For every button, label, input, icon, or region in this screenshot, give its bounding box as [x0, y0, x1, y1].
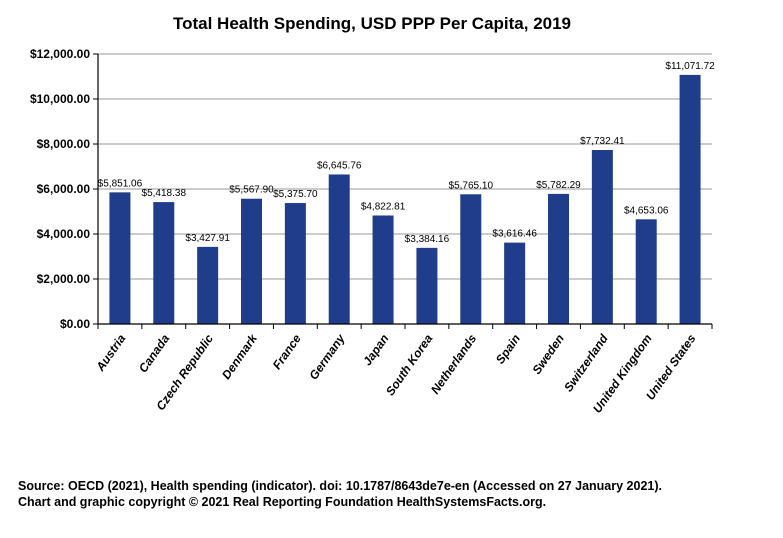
- y-axis-tick-labels: $0.00 $2,000.00 $4,000.00 $6,000.00 $8,000.0…: [30, 47, 90, 331]
- data-label: $3,384.16: [405, 234, 450, 245]
- x-tick-label: Spain: [493, 332, 523, 367]
- data-label: $7,732.41: [580, 136, 625, 147]
- source-note: Source: OECD (2021), Health spending (in…: [18, 478, 708, 510]
- y-tick-label: $12,000.00: [30, 47, 90, 61]
- x-tick-label: Switzerland: [561, 331, 611, 394]
- bar: [591, 150, 613, 324]
- x-tick-label: France: [270, 331, 304, 372]
- x-tick-label: Austria: [93, 331, 129, 374]
- y-tick-label: $10,000.00: [30, 92, 90, 106]
- bar: [635, 219, 657, 324]
- y-tick-label: $0.00: [60, 317, 90, 331]
- data-label: $4,822.81: [361, 201, 406, 212]
- bar: [679, 74, 701, 325]
- source-line: Source: OECD (2021), Health spending (in…: [18, 479, 662, 493]
- bar: [548, 193, 569, 324]
- data-label: $4,653.06: [624, 205, 669, 216]
- bar: [109, 192, 131, 324]
- x-tick-label: Canada: [136, 331, 173, 375]
- data-label: $5,851.06: [98, 178, 143, 189]
- y-tick-label: $4,000.00: [37, 227, 91, 241]
- bar: [284, 203, 306, 324]
- x-tick-label: Netherlands: [428, 331, 479, 396]
- chart-title: Total Health Spending, USD PPP Per Capit…: [173, 14, 571, 33]
- data-label: $6,645.76: [317, 160, 362, 171]
- chart: Total Health Spending, USD PPP Per Capit…: [30, 14, 715, 416]
- data-label: $3,616.46: [492, 229, 537, 240]
- data-label: $11,071.72: [665, 61, 715, 72]
- bar: [416, 247, 438, 324]
- y-tick-label: $2,000.00: [37, 272, 91, 286]
- data-label: $3,427.91: [185, 233, 230, 244]
- copyright-line: Chart and graphic copyright © 2021 Real …: [18, 495, 547, 509]
- bars: [109, 74, 701, 325]
- data-labels: $5,851.06$5,418.38 $3,427.91 $5,567.90 $5,3…: [98, 61, 715, 245]
- data-label: $5,418.38: [142, 188, 187, 199]
- bar: [328, 174, 350, 324]
- data-label: $5,375.70: [273, 189, 318, 200]
- data-label: $5,765.10: [449, 180, 494, 191]
- x-tick-label: Japan: [360, 332, 391, 368]
- bar: [197, 246, 219, 324]
- bar: [504, 242, 526, 324]
- bar: [241, 198, 262, 324]
- y-tick-label: $8,000.00: [37, 137, 91, 151]
- data-label: $5,567.90: [229, 185, 274, 196]
- x-tick-label: Sweden: [529, 332, 566, 377]
- data-label: $5,782.29: [536, 180, 581, 191]
- bar: [460, 194, 482, 324]
- axes: [97, 54, 712, 325]
- y-tick-label: $6,000.00: [37, 182, 91, 196]
- x-tick-label: Germany: [306, 331, 348, 383]
- bar: [372, 215, 394, 324]
- x-tick-label: Denmark: [219, 331, 261, 382]
- bar: [153, 202, 175, 324]
